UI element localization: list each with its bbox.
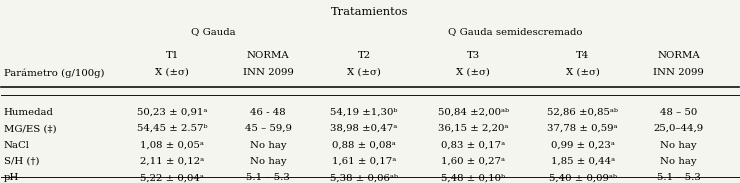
Text: Parámetro (g/100g): Parámetro (g/100g) (4, 68, 104, 78)
Text: Q Gauda: Q Gauda (191, 27, 236, 36)
Text: 45 – 59,9: 45 – 59,9 (245, 124, 292, 133)
Text: 54,45 ± 2.57ᵇ: 54,45 ± 2.57ᵇ (137, 124, 207, 133)
Text: 2,11 ± 0,12ᵃ: 2,11 ± 0,12ᵃ (140, 157, 204, 166)
Text: 5.1 – 5.3: 5.1 – 5.3 (246, 173, 290, 182)
Text: MG/ES (‡): MG/ES (‡) (4, 124, 56, 133)
Text: 0,99 ± 0,23ᵃ: 0,99 ± 0,23ᵃ (551, 141, 615, 150)
Text: 5,22 ± 0,04ᵃ: 5,22 ± 0,04ᵃ (140, 173, 204, 182)
Text: Q Gauda semidescremado: Q Gauda semidescremado (448, 27, 582, 36)
Text: 50,84 ±2,00ᵃᵇ: 50,84 ±2,00ᵃᵇ (438, 108, 509, 117)
Text: 1,60 ± 0,27ᵃ: 1,60 ± 0,27ᵃ (441, 157, 505, 166)
Text: S/H (†): S/H (†) (4, 157, 39, 166)
Text: X̅ (±σ): X̅ (±σ) (457, 68, 491, 77)
Text: 52,86 ±0,85ᵃᵇ: 52,86 ±0,85ᵃᵇ (547, 108, 618, 117)
Text: 5,40 ± 0,09ᵃᵇ: 5,40 ± 0,09ᵃᵇ (549, 173, 616, 182)
Text: Tratamientos: Tratamientos (332, 7, 408, 17)
Text: No hay: No hay (660, 157, 697, 166)
Text: T1: T1 (166, 51, 178, 60)
Text: X̅ (±σ): X̅ (±σ) (347, 68, 381, 77)
Text: X̅ (±σ): X̅ (±σ) (566, 68, 599, 77)
Text: 50,23 ± 0,91ᵃ: 50,23 ± 0,91ᵃ (137, 108, 207, 117)
Text: 1,08 ± 0,05ᵃ: 1,08 ± 0,05ᵃ (140, 141, 204, 150)
Text: NaCl: NaCl (4, 141, 30, 150)
Text: 5,38 ± 0,06ᵃᵇ: 5,38 ± 0,06ᵃᵇ (330, 173, 398, 182)
Text: 5,48 ± 0,10ᵇ: 5,48 ± 0,10ᵇ (441, 173, 505, 182)
Text: INN 2099: INN 2099 (653, 68, 704, 77)
Text: 25,0–44,9: 25,0–44,9 (653, 124, 704, 133)
Text: 1,85 ± 0,44ᵃ: 1,85 ± 0,44ᵃ (551, 157, 615, 166)
Text: No hay: No hay (250, 157, 286, 166)
Text: No hay: No hay (250, 141, 286, 150)
Text: 0,88 ± 0,08ᵃ: 0,88 ± 0,08ᵃ (332, 141, 396, 150)
Text: 37,78 ± 0,59ᵃ: 37,78 ± 0,59ᵃ (548, 124, 618, 133)
Text: 0,83 ± 0,17ᵃ: 0,83 ± 0,17ᵃ (441, 141, 505, 150)
Text: 5.1 – 5.3: 5.1 – 5.3 (657, 173, 701, 182)
Text: No hay: No hay (660, 141, 697, 150)
Text: Humedad: Humedad (4, 108, 53, 117)
Text: 46 - 48: 46 - 48 (250, 108, 286, 117)
Text: T2: T2 (357, 51, 371, 60)
Text: NORMA: NORMA (246, 51, 289, 60)
Text: INN 2099: INN 2099 (243, 68, 294, 77)
Text: T4: T4 (576, 51, 589, 60)
Text: 1,61 ± 0,17ᵃ: 1,61 ± 0,17ᵃ (332, 157, 396, 166)
Text: X̅ (±σ): X̅ (±σ) (155, 68, 189, 77)
Text: T3: T3 (467, 51, 480, 60)
Text: 36,15 ± 2,20ᵃ: 36,15 ± 2,20ᵃ (438, 124, 508, 133)
Text: 54,19 ±1,30ᵇ: 54,19 ±1,30ᵇ (330, 108, 398, 117)
Text: pH: pH (4, 173, 19, 182)
Text: 38,98 ±0,47ᵃ: 38,98 ±0,47ᵃ (331, 124, 397, 133)
Text: 48 – 50: 48 – 50 (660, 108, 697, 117)
Text: NORMA: NORMA (657, 51, 700, 60)
